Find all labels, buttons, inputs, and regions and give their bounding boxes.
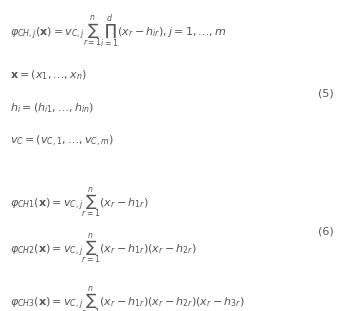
Text: $\varphi_{CH1}(\mathbf{x}) = v_{C,j}\sum_{r=1}^{n}\left(x_r - h_{1r}\right)$: $\varphi_{CH1}(\mathbf{x}) = v_{C,j}\sum… (10, 185, 149, 220)
Text: $\varphi_{CH3}(\mathbf{x}) = v_{C,j}\sum_{r=1}^{n}\left(x_r - h_{1r}\right)\left: $\varphi_{CH3}(\mathbf{x}) = v_{C,j}\sum… (10, 285, 245, 311)
Text: (6): (6) (318, 227, 334, 237)
Text: $v_C = \left(v_{C,1},\ldots,v_{C,m}\right)$: $v_C = \left(v_{C,1},\ldots,v_{C,m}\righ… (10, 134, 114, 149)
Text: $\varphi_{CH2}(\mathbf{x}) = v_{C,j}\sum_{r=1}^{n}\left(x_r - h_{1r}\right)\left: $\varphi_{CH2}(\mathbf{x}) = v_{C,j}\sum… (10, 232, 197, 266)
Text: (5): (5) (318, 88, 334, 98)
Text: $h_i = \left(h_{i1},\ldots,h_{in}\right)$: $h_i = \left(h_{i1},\ldots,h_{in}\right)… (10, 101, 95, 115)
Text: $\mathbf{x} = \left(x_1,\ldots,x_n\right)$: $\mathbf{x} = \left(x_1,\ldots,x_n\right… (10, 68, 87, 82)
Text: $\varphi_{CH,j}(\mathbf{x}) = v_{C,j}\sum_{r=1}^{n}\prod_{i=1}^{d}\left(x_r - h_: $\varphi_{CH,j}(\mathbf{x}) = v_{C,j}\su… (10, 14, 227, 51)
